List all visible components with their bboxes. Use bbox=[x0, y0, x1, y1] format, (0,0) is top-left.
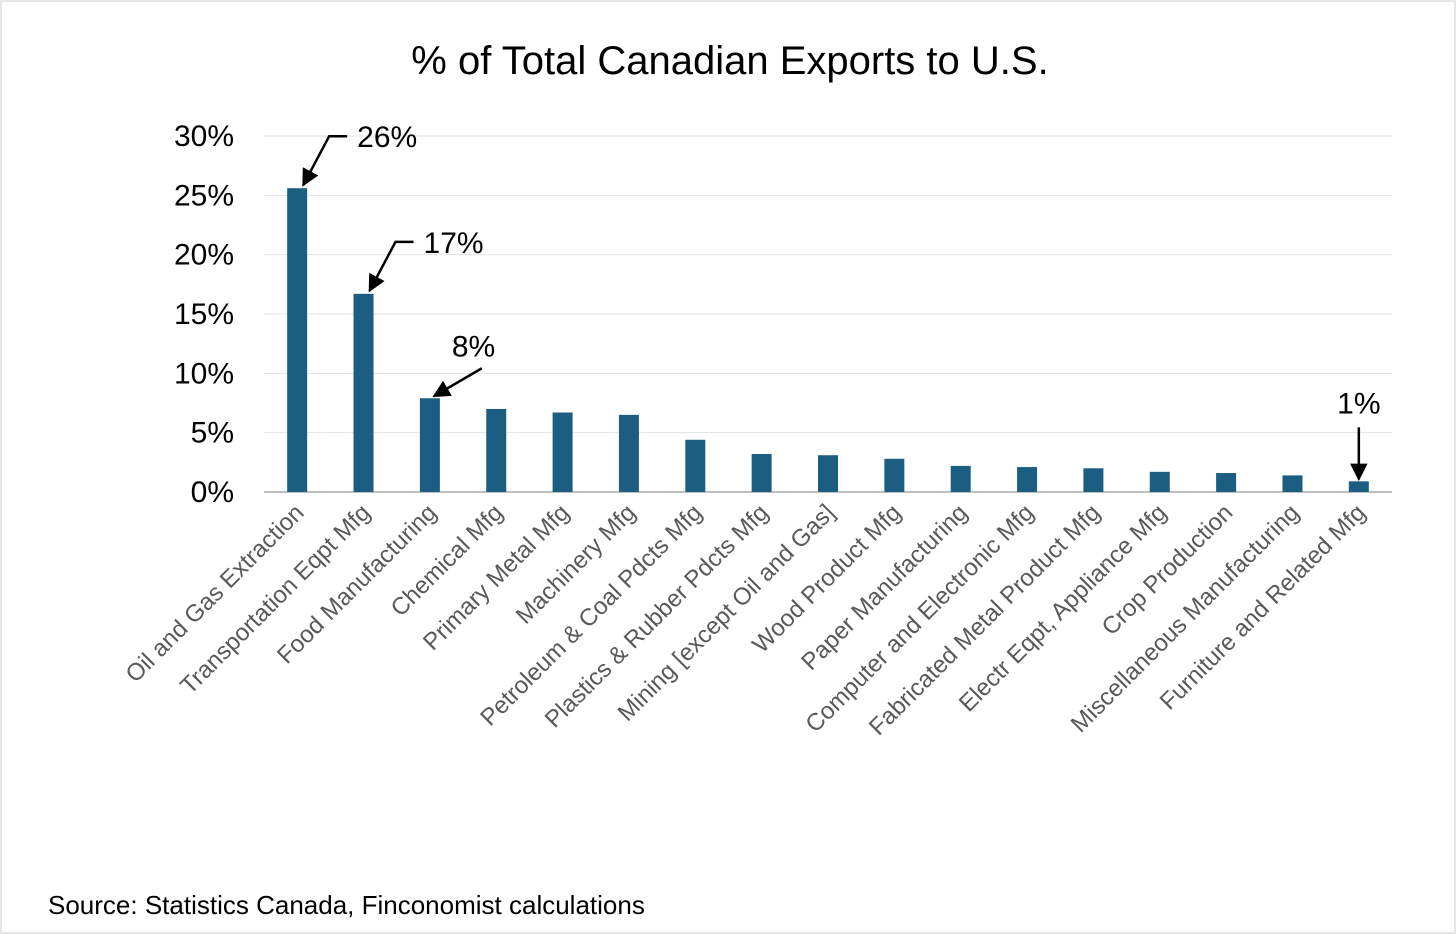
y-axis-ticks: 0% 5% 10% 15% 20% 25% 30% bbox=[174, 120, 234, 509]
y-tick-label: 30% bbox=[174, 120, 234, 153]
chart-title: % of Total Canadian Exports to U.S. bbox=[411, 39, 1048, 83]
bar bbox=[1017, 467, 1038, 492]
bar bbox=[1348, 481, 1369, 492]
annotation-label: 17% bbox=[424, 227, 484, 260]
annotation: 17% bbox=[368, 227, 484, 293]
bar bbox=[486, 408, 507, 492]
annotation-label: 26% bbox=[357, 121, 417, 154]
bar bbox=[1282, 475, 1303, 492]
bars bbox=[287, 188, 1369, 493]
annotations: 26% 17% 8% 1% bbox=[302, 121, 1381, 482]
bar bbox=[1083, 468, 1104, 492]
bar bbox=[353, 293, 374, 492]
bar bbox=[552, 412, 573, 492]
bar bbox=[1149, 471, 1170, 492]
annotation: 26% bbox=[302, 121, 417, 187]
y-tick-label: 20% bbox=[174, 239, 234, 272]
bar bbox=[751, 454, 772, 492]
annotation-arrow bbox=[302, 134, 348, 187]
bar bbox=[287, 188, 308, 493]
bar bbox=[950, 465, 971, 492]
annotation: 1% bbox=[1337, 387, 1381, 482]
bar bbox=[618, 414, 639, 492]
annotation-arrow bbox=[432, 367, 483, 398]
y-tick-label: 5% bbox=[191, 417, 234, 450]
x-tick-label: Machinery Mfg bbox=[511, 499, 641, 629]
y-tick-label: 25% bbox=[174, 179, 234, 212]
annotation-arrow bbox=[368, 240, 414, 293]
bar bbox=[685, 439, 706, 492]
bar bbox=[1216, 473, 1237, 492]
y-tick-label: 10% bbox=[174, 357, 234, 390]
annotation: 8% bbox=[432, 330, 495, 398]
bar bbox=[419, 398, 440, 492]
y-tick-label: 0% bbox=[191, 476, 234, 509]
bar bbox=[818, 455, 838, 492]
source-note: Source: Statistics Canada, Finconomist c… bbox=[48, 890, 645, 920]
annotation-label: 8% bbox=[452, 330, 495, 363]
y-tick-label: 15% bbox=[174, 298, 234, 331]
bar bbox=[884, 458, 905, 492]
annotation-label: 1% bbox=[1337, 387, 1380, 420]
